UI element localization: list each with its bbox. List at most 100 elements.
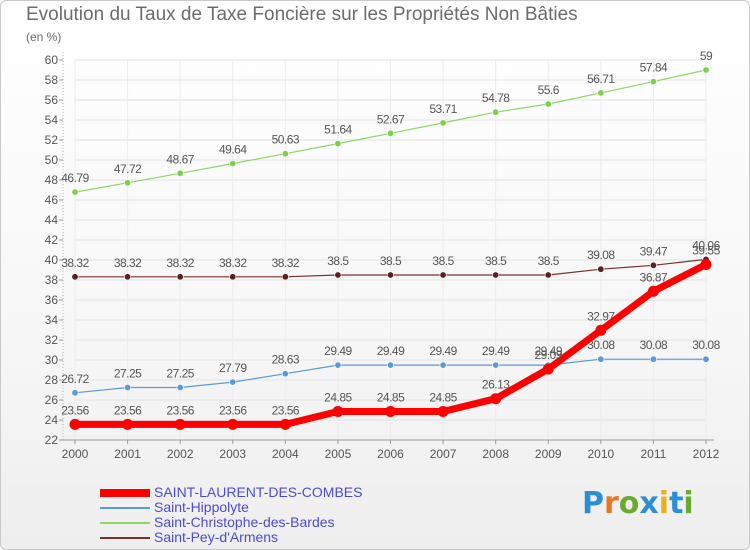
x-tick-label: 2001 [114, 447, 141, 461]
data-point [702, 355, 710, 363]
y-tick-label: 22 [45, 433, 59, 447]
data-point [281, 370, 289, 378]
chart-title: Evolution du Taux de Taxe Foncière sur l… [26, 4, 578, 25]
data-label: 48.67 [166, 152, 194, 166]
data-point [279, 418, 291, 430]
data-label: 39.47 [640, 244, 668, 258]
data-point [174, 418, 186, 430]
data-point [544, 100, 552, 108]
data-point [71, 273, 79, 281]
legend-swatch [100, 537, 150, 539]
data-label: 38.32 [166, 256, 194, 270]
x-tick-label: 2011 [641, 447, 667, 461]
data-label: 38.32 [272, 256, 300, 270]
x-tick-label: 2003 [219, 447, 246, 461]
data-label: 40.06 [692, 238, 720, 252]
data-point [227, 418, 239, 430]
x-tick-label: 2002 [167, 447, 194, 461]
data-label: 38.5 [432, 254, 454, 268]
data-label: 38.5 [485, 254, 507, 268]
data-label: 29.49 [377, 344, 405, 358]
data-label: 55.6 [538, 83, 560, 97]
logo-letter: t [669, 486, 684, 521]
data-label: 32.97 [587, 309, 615, 323]
x-tick-label: 2006 [377, 447, 404, 461]
data-point [544, 271, 552, 279]
data-point [386, 129, 394, 137]
logo-letter: i [658, 486, 670, 521]
data-point [176, 169, 184, 177]
data-label: 24.85 [429, 391, 457, 405]
legend-swatch [100, 507, 150, 509]
data-point [229, 273, 237, 281]
y-tick-label: 58 [45, 73, 59, 87]
data-point [437, 406, 449, 417]
legend-label: Saint-Pey-d'Armens [154, 529, 279, 545]
data-label: 57.84 [640, 61, 668, 75]
data-point [595, 324, 607, 336]
legend-swatch [100, 489, 150, 497]
data-label: 51.64 [324, 123, 352, 137]
data-label: 26.72 [61, 372, 89, 386]
y-tick-label: 24 [45, 413, 59, 427]
data-label: 38.32 [61, 256, 89, 270]
x-tick-label: 2004 [272, 447, 299, 461]
data-label: 36.87 [640, 270, 668, 284]
data-label: 23.56 [114, 403, 142, 417]
data-label: 24.85 [324, 391, 352, 405]
data-point [597, 89, 605, 97]
data-label: 39.08 [587, 248, 615, 262]
series-2: 46.79 47.72 48.67 49.64 50.63 51.64 52.67 53.71… [61, 49, 713, 196]
y-tick-label: 54 [45, 113, 59, 127]
data-label: 23.56 [166, 403, 194, 417]
y-tick-label: 26 [45, 393, 59, 407]
data-label: 59 [700, 49, 713, 63]
legend-label: Saint-Christophe-des-Bardes [154, 514, 335, 530]
data-point [176, 383, 184, 391]
y-tick-label: 46 [45, 193, 59, 207]
proxiti-logo: Proxiti [582, 486, 694, 521]
y-tick-label: 34 [45, 313, 59, 327]
data-label: 29.49 [534, 344, 562, 358]
logo-letter: x [639, 486, 659, 521]
data-label: 27.79 [219, 361, 247, 375]
data-point [492, 361, 500, 369]
data-label: 52.67 [377, 112, 405, 126]
y-tick-label: 42 [45, 233, 59, 247]
x-tick-label: 2009 [535, 447, 562, 461]
data-point [490, 393, 502, 405]
data-point [386, 361, 394, 369]
data-point [702, 66, 710, 74]
data-point [597, 265, 605, 273]
data-point [71, 389, 79, 397]
x-tick-label: 2005 [325, 447, 352, 461]
x-tick-label: 2008 [482, 447, 509, 461]
x-tick-label: 2012 [693, 447, 720, 461]
data-point [71, 188, 79, 196]
data-label: 29.49 [482, 344, 510, 358]
y-tick-label: 28 [45, 373, 59, 387]
data-label: 38.5 [380, 254, 402, 268]
y-tick-label: 60 [45, 53, 59, 67]
y-tick-label: 50 [45, 153, 59, 167]
data-point [649, 355, 657, 363]
data-point [649, 78, 657, 86]
data-label: 46.79 [61, 171, 89, 185]
y-tick-label: 48 [45, 173, 59, 187]
y-tick-label: 38 [45, 273, 59, 287]
data-label: 27.25 [166, 367, 194, 381]
y-tick-label: 40 [45, 253, 59, 267]
y-tick-label: 44 [45, 213, 59, 227]
y-tick-label: 56 [45, 93, 59, 107]
data-point [69, 418, 81, 430]
data-point [229, 378, 237, 386]
legend-label: SAINT-LAURENT-DES-COMBES [154, 484, 363, 500]
data-label: 27.25 [114, 367, 142, 381]
data-label: 28.63 [272, 353, 300, 367]
y-tick-label: 32 [45, 333, 59, 347]
data-point [124, 179, 132, 187]
data-point [124, 383, 132, 391]
data-label: 50.63 [272, 133, 300, 147]
y-axis-unit: (en %) [26, 30, 62, 44]
data-point [439, 361, 447, 369]
